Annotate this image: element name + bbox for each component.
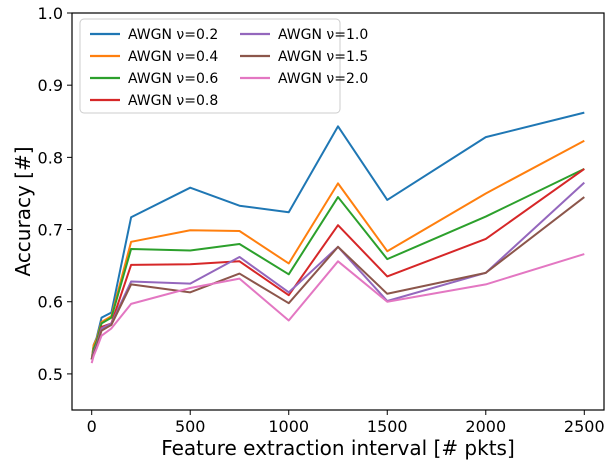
- x-tick-label: 1000: [268, 417, 309, 436]
- y-tick-label: 1.0: [38, 4, 63, 23]
- y-tick-label: 0.7: [38, 221, 63, 240]
- legend-label: AWGN ν=1.0: [278, 27, 368, 43]
- legend-label: AWGN ν=0.2: [128, 27, 218, 43]
- series-line-5: [90, 181, 585, 360]
- y-tick-label: 0.8: [38, 148, 63, 167]
- x-tick-label: 2500: [564, 417, 605, 436]
- y-tick-label: 0.9: [38, 76, 63, 95]
- legend: AWGN ν=0.2 AWGN ν=0.4 AWGN ν=0.6 AWGN ν=0.8…: [79, 18, 368, 114]
- x-axis-title: Feature extraction interval [# pkts]: [161, 436, 515, 460]
- series-line-7: [90, 253, 585, 364]
- y-tick-label: 0.5: [38, 365, 63, 384]
- legend-label: AWGN ν=1.5: [278, 49, 368, 65]
- x-tick-label: 1500: [367, 417, 408, 436]
- ticks-layer: 0 500 1000 1500 2000 2500 0.5 0.6 0.7 0.8 0.9 1.0: [38, 4, 605, 436]
- legend-box: [79, 18, 341, 114]
- legend-label: AWGN ν=2.0: [278, 71, 368, 87]
- x-tick-label: 0: [87, 417, 97, 436]
- series-layer: [90, 111, 585, 364]
- y-tick-label: 0.6: [38, 293, 63, 312]
- legend-label: AWGN ν=0.4: [128, 49, 218, 65]
- legend-label: AWGN ν=0.8: [128, 93, 218, 109]
- plot-frame: [71, 12, 605, 411]
- x-tick-label: 2000: [465, 417, 506, 436]
- legend-label: AWGN ν=0.6: [128, 71, 218, 87]
- x-tick-label: 500: [175, 417, 206, 436]
- y-axis-title: Accuracy [#]: [11, 146, 35, 276]
